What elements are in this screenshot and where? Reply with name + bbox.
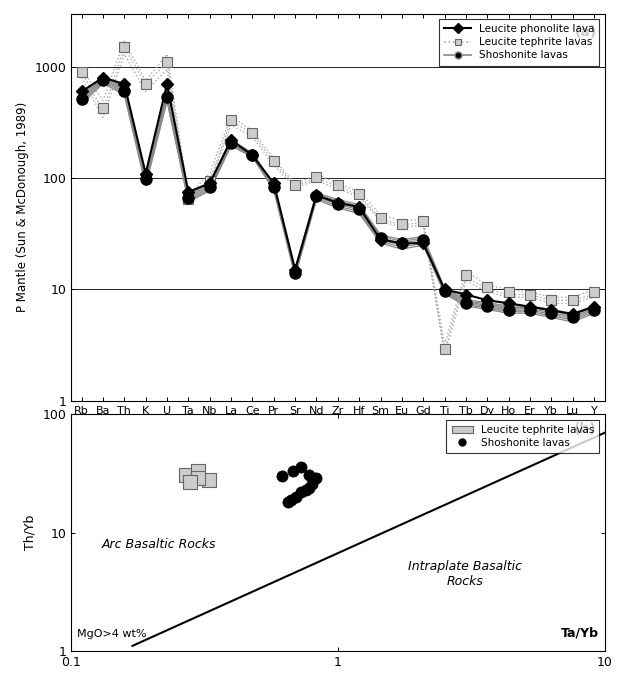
Point [193,473,203,484]
Text: (a): (a) [574,25,597,39]
Y-axis label: Th/Yb: Th/Yb [23,515,36,550]
Point [307,478,317,489]
Point [204,474,214,485]
Legend: Leucite tephrite lavas, Shoshonite lavas: Leucite tephrite lavas, Shoshonite lavas [447,420,600,453]
Text: Ta/Yb: Ta/Yb [561,626,598,639]
Point [304,469,314,480]
Text: MgO>4 wt%: MgO>4 wt% [77,630,146,639]
Point [286,494,296,505]
Point [301,484,311,495]
Point [292,492,302,503]
Point [193,466,203,477]
Point [296,486,306,497]
Point [283,497,293,508]
Point [288,466,298,477]
Point [304,482,314,493]
Text: Arc Basaltic Rocks: Arc Basaltic Rocks [101,538,216,551]
Text: Intraplate Basaltic
Rocks: Intraplate Basaltic Rocks [408,560,522,588]
Point [312,473,321,484]
Point [185,476,195,487]
Legend: Leucite phonolite lava, Leucite tephrite lavas, Shoshonite lavas: Leucite phonolite lava, Leucite tephrite… [439,19,600,66]
Y-axis label: P Mantle (Sun & McDonough, 1989): P Mantle (Sun & McDonough, 1989) [15,102,28,312]
Text: (b): (b) [574,421,597,436]
Point [278,471,288,482]
Point [296,462,306,473]
Point [181,469,191,480]
